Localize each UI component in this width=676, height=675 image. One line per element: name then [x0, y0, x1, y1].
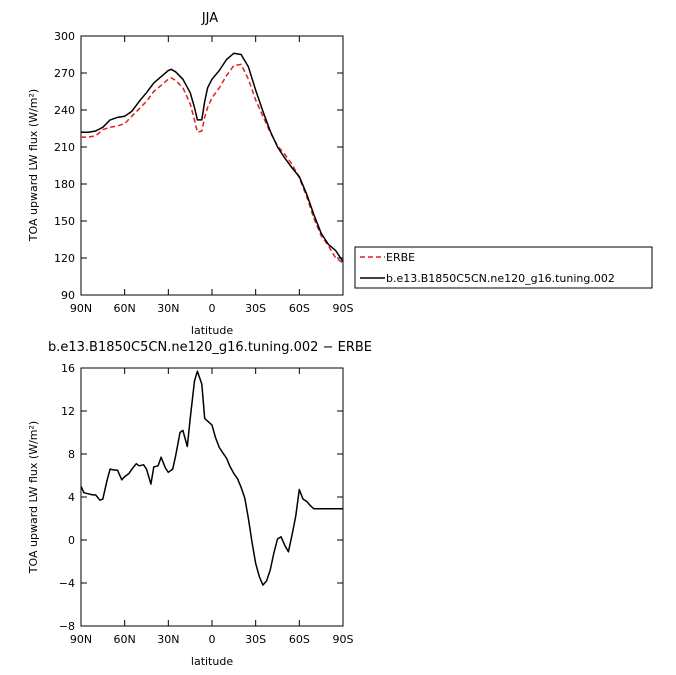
top-plot-frame: [80, 35, 344, 296]
top-y-axis: 90 120 150 180 210 240 270 300: [54, 30, 343, 302]
top-x-axis: 90N 60N 30N 0 30S 60S 90S: [70, 36, 354, 315]
legend-box: [354, 246, 653, 289]
top-x-tick-label: 90N: [70, 302, 92, 315]
bottom-y-axis-label: TOA upward LW flux (W/m²): [27, 421, 40, 574]
top-y-tick-label: 150: [54, 215, 75, 228]
top-x-tick-label: 0: [209, 302, 216, 315]
top-y-tick-label: 210: [54, 141, 75, 154]
bottom-x-tick-label: 30N: [157, 633, 179, 646]
top-x-tick-label: 30N: [157, 302, 179, 315]
legend-label-erbe: ERBE: [386, 251, 415, 264]
bottom-x-tick-label: 60N: [114, 633, 136, 646]
bottom-x-axis: 90N 60N 30N 0 30S 60S 90S: [70, 368, 354, 646]
bottom-x-tick-label: 90S: [333, 633, 354, 646]
top-y-tick-label: 120: [54, 252, 75, 265]
bottom-x-axis-label: latitude: [191, 655, 233, 668]
top-y-tick-label: 180: [54, 178, 75, 191]
bottom-y-tick-label: 16: [61, 362, 75, 375]
legend: ERBE b.e13.B1850C5CN.ne120_g16.tuning.00…: [354, 246, 653, 289]
bottom-y-tick-label: −8: [59, 620, 75, 633]
top-y-tick-label: 90: [61, 289, 75, 302]
bottom-series-line-0: [80, 370, 343, 586]
bottom-y-tick-label: 4: [68, 491, 75, 504]
bottom-x-tick-label: 60S: [289, 633, 310, 646]
top-y-tick-label: 240: [54, 104, 75, 117]
bottom-x-tick-label: 30S: [245, 633, 266, 646]
top-series-line-1: [81, 52, 344, 263]
bottom-panel: b.e13.B1850C5CN.ne120_g16.tuning.002 − E…: [27, 340, 372, 668]
top-y-tick-label: 300: [54, 30, 75, 43]
bottom-x-tick-label: 0: [209, 633, 216, 646]
top-x-axis-label: latitude: [191, 324, 233, 337]
top-y-tick-label: 270: [54, 67, 75, 80]
bottom-y-axis: −8 −4 0 4 8 12 16: [59, 362, 343, 633]
bottom-chart-title: b.e13.B1850C5CN.ne120_g16.tuning.002 − E…: [48, 340, 372, 355]
legend-label-model: b.e13.B1850C5CN.ne120_g16.tuning.002: [386, 272, 615, 285]
bottom-y-tick-label: 0: [68, 534, 75, 547]
top-x-tick-label: 30S: [245, 302, 266, 315]
top-chart-title: JJA: [201, 11, 218, 26]
top-y-axis-label: TOA upward LW flux (W/m²): [27, 89, 40, 242]
top-x-tick-label: 60S: [289, 302, 310, 315]
top-x-tick-label: 90S: [333, 302, 354, 315]
bottom-y-tick-label: −4: [59, 577, 75, 590]
top-x-tick-label: 60N: [114, 302, 136, 315]
bottom-y-tick-label: 8: [68, 448, 75, 461]
top-series-line-0: [81, 63, 344, 264]
bottom-y-tick-label: 12: [61, 405, 75, 418]
top-series-lines: [81, 52, 344, 264]
bottom-x-tick-label: 90N: [70, 633, 92, 646]
bottom-plot-frame: [80, 367, 344, 627]
bottom-series-lines: [80, 370, 343, 586]
top-panel: JJA 90 120 150 180 210 240 270 300 90N 60N 30N 0 30…: [27, 11, 354, 337]
